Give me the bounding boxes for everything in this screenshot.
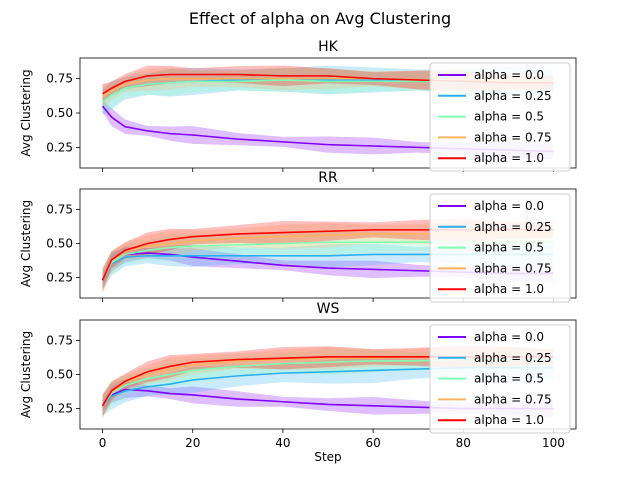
legend-entry: alpha = 0.0 [474,199,544,213]
x-tick-label: 20 [185,436,200,450]
y-tick-label: 0.25 [46,140,73,154]
legend-entry: alpha = 0.75 [474,392,552,406]
legend-entry: alpha = 0.0 [474,68,544,82]
x-tick-label: 80 [456,436,471,450]
legend-entry: alpha = 0.0 [474,330,544,344]
legend-entry: alpha = 0.25 [474,89,552,103]
y-tick-label: 0.25 [46,271,73,285]
x-tick-label: 0 [99,436,107,450]
y-tick-label: 0.75 [46,202,73,216]
legend-entry: alpha = 0.25 [474,220,552,234]
subplot-title: WS [317,301,340,317]
y-tick-label: 0.25 [46,402,73,416]
legend-entry: alpha = 0.5 [474,110,544,124]
y-tick-label: 0.75 [46,333,73,347]
legend-frame [429,193,571,303]
x-axis-label: Step [314,450,341,464]
figure-suptitle: Effect of alpha on Avg Clustering [189,9,451,28]
legend: alpha = 0.0 alpha = 0.25 alpha = 0.5 alpha … [429,193,571,303]
y-tick-label: 0.50 [46,368,73,382]
y-axis-label: Avg Clustering [19,331,33,418]
subplot-title: RR [318,170,338,186]
legend-entry: alpha = 1.0 [474,413,544,427]
legend-frame [429,62,571,172]
legend-frame [429,324,571,434]
legend: alpha = 0.0 alpha = 0.25 alpha = 0.5 alpha … [429,324,571,434]
y-axis-label: Avg Clustering [19,69,33,156]
legend-entry: alpha = 0.75 [474,261,552,275]
legend-entry: alpha = 0.75 [474,130,552,144]
y-axis-label: Avg Clustering [19,200,33,287]
subplot-ws: 0.25 0.50 0.75 0 20 40 60 80 100 WS Avg Clustering… [19,301,577,464]
x-tick-label: 100 [542,436,565,450]
legend-entry: alpha = 0.5 [474,372,544,386]
legend-entry: alpha = 0.25 [474,351,552,365]
legend-entry: alpha = 1.0 [474,151,544,165]
x-tick-label: 60 [365,436,380,450]
y-tick-label: 0.75 [46,72,73,86]
y-tick-label: 0.50 [46,106,73,120]
legend: alpha = 0.0 alpha = 0.25 alpha = 0.5 alpha … [429,62,571,172]
x-tick-label: 40 [275,436,290,450]
subplot-title: HK [318,39,339,55]
legend-entry: alpha = 1.0 [474,282,544,296]
y-tick-label: 0.50 [46,237,73,251]
legend-entry: alpha = 0.5 [474,241,544,255]
